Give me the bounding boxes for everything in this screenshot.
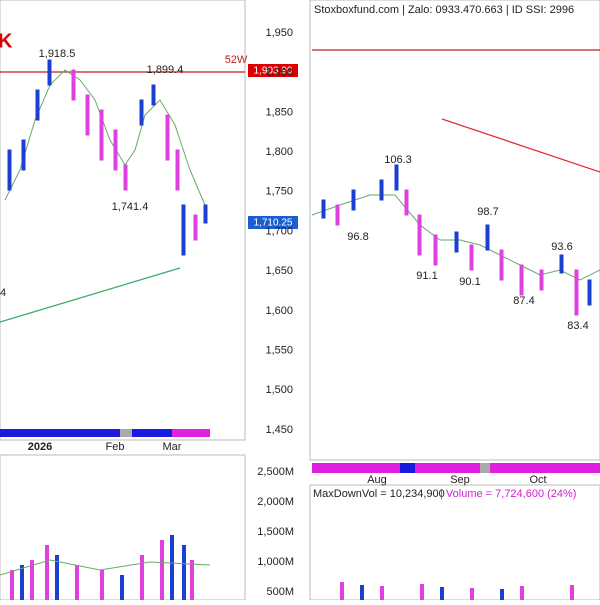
- peak-label: 96.8: [347, 231, 368, 243]
- period-strip: [312, 463, 600, 473]
- trend-line: [441, 118, 600, 173]
- price-axis-label: 1,600: [265, 305, 293, 317]
- price-axis-label: 1,800: [265, 146, 293, 158]
- volume-axis-label: 1,000M: [257, 556, 294, 568]
- 52w-label: 52W: [225, 54, 248, 66]
- peak-label: 90.1: [459, 276, 480, 288]
- peak-label: 87.4: [513, 295, 534, 307]
- price-tag-label: 1,903.90: [254, 66, 293, 77]
- date-label: Feb: [106, 441, 125, 453]
- date-label: Aug: [367, 474, 387, 486]
- price-tag: [248, 64, 298, 77]
- candles: [7, 59, 592, 316]
- price-axis-label: 1,850: [265, 106, 293, 118]
- price-axis-label: 1,450: [265, 424, 293, 436]
- header-text: Stoxboxfund.com | Zalo: 0933.470.663 | I…: [314, 4, 574, 16]
- right-price-panel: [309, 0, 600, 461]
- price-tag-label: 1,710.25: [254, 218, 293, 229]
- date-label: Oct: [529, 474, 546, 486]
- trend-line: [0, 267, 181, 323]
- peak-label: 83.4: [567, 320, 588, 332]
- date-label: Sep: [450, 474, 470, 486]
- peak-label: 93.6: [551, 241, 572, 253]
- peak-label: 1,918.5: [39, 48, 76, 60]
- moving-average: [4, 69, 206, 206]
- moving-average: [311, 194, 600, 281]
- volume-axis-label: 1,500M: [257, 526, 294, 538]
- price-axis-label: 1,650: [265, 265, 293, 277]
- peak-label: 98.7: [477, 206, 498, 218]
- peak-label: 106.3: [384, 154, 412, 166]
- period-strip: [0, 429, 210, 437]
- volume-bars: [20, 535, 504, 600]
- peak-label: 91.1: [416, 270, 437, 282]
- period-strip: [480, 463, 490, 473]
- volume-average: [0, 559, 211, 576]
- price-axis-label: 1,950: [265, 27, 293, 39]
- period-strip: [400, 463, 415, 473]
- left-price-panel: [0, 0, 246, 441]
- marker-label: 4: [0, 287, 6, 299]
- price-axis-label: 1,700: [265, 225, 293, 237]
- volume-header: | Volume = 7,724,600 (24%): [440, 488, 576, 500]
- price-axis-label: 1,550: [265, 345, 293, 357]
- price-tag: [248, 216, 298, 229]
- corner-label: K: [0, 30, 13, 52]
- date-label: 2026: [28, 441, 52, 453]
- volume-axis-label: 2,500M: [257, 466, 294, 478]
- period-strip: [120, 429, 132, 437]
- peak-label: 1,899.4: [147, 64, 184, 76]
- period-strip: [172, 429, 210, 437]
- volume-axis-label: 2,000M: [257, 496, 294, 508]
- volume-header: MaxDownVol = 10,234,900: [313, 488, 445, 500]
- peak-label: 1,741.4: [112, 201, 149, 213]
- volume-axis-label: 500M: [266, 586, 294, 598]
- price-axis-label: 1,900: [265, 67, 293, 79]
- right-volume-panel: [309, 484, 600, 601]
- price-axis-label: 1,500: [265, 384, 293, 396]
- price-axis-label: 1,750: [265, 186, 293, 198]
- volume-bars: [10, 540, 574, 600]
- date-label: Mar: [163, 441, 182, 453]
